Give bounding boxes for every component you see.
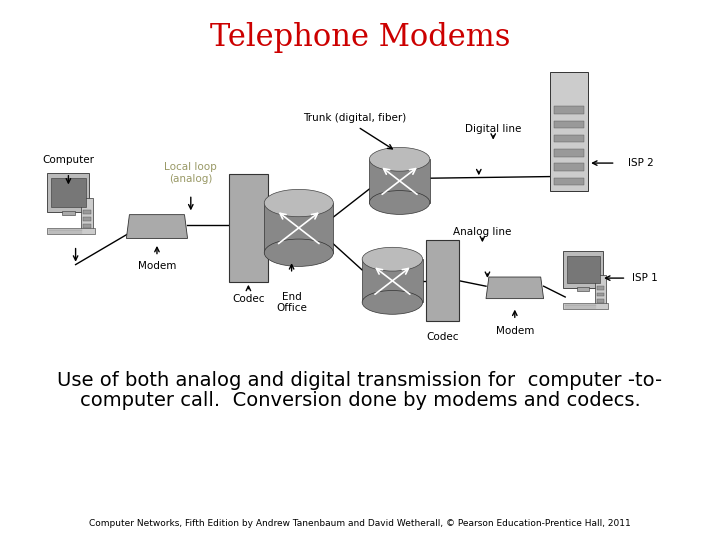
Bar [567, 256, 600, 283]
Bar [228, 174, 268, 282]
Bar [362, 259, 423, 302]
Text: Digital line: Digital line [465, 124, 521, 134]
Text: Telephone Modems: Telephone Modems [210, 22, 510, 53]
Bar [550, 72, 588, 191]
Bar [577, 287, 589, 291]
Bar [554, 135, 584, 143]
Bar [563, 252, 603, 288]
Text: Computer: Computer [42, 154, 94, 165]
Text: Modem: Modem [495, 326, 534, 336]
Bar [554, 164, 584, 171]
Ellipse shape [369, 191, 430, 214]
Bar [595, 275, 606, 306]
Bar [47, 228, 95, 234]
Bar [554, 178, 584, 185]
Text: Computer Networks, Fifth Edition by Andrew Tanenbaum and David Wetherall, © Pear: Computer Networks, Fifth Edition by Andr… [89, 519, 631, 528]
Text: computer call.  Conversion done by modems and codecs.: computer call. Conversion done by modems… [80, 391, 640, 410]
Text: End
Office: End Office [276, 292, 307, 313]
Bar [81, 198, 93, 231]
Ellipse shape [362, 247, 423, 271]
Text: Local loop
(analog): Local loop (analog) [164, 162, 217, 184]
Ellipse shape [264, 239, 333, 266]
Bar [554, 106, 584, 114]
Bar [597, 286, 605, 289]
Text: ISP 2: ISP 2 [628, 158, 654, 168]
Text: Trunk (digital, fiber): Trunk (digital, fiber) [303, 112, 407, 123]
Ellipse shape [369, 147, 430, 171]
Ellipse shape [362, 291, 423, 314]
Bar [48, 173, 89, 212]
Bar [83, 224, 91, 228]
Polygon shape [127, 215, 187, 239]
Bar [554, 121, 584, 128]
Text: Codec: Codec [232, 294, 265, 304]
Bar [369, 159, 430, 202]
Text: Modem: Modem [138, 261, 176, 271]
Bar [83, 217, 91, 221]
Bar [51, 178, 86, 207]
Bar [597, 293, 605, 296]
Bar [554, 149, 584, 157]
Bar [264, 203, 333, 253]
Text: Use of both analog and digital transmission for  computer -to-: Use of both analog and digital transmiss… [58, 371, 662, 390]
Ellipse shape [264, 190, 333, 217]
Bar [426, 240, 459, 321]
Polygon shape [486, 277, 544, 299]
Bar [83, 210, 91, 214]
Text: Analog line: Analog line [453, 226, 512, 237]
Text: ISP 1: ISP 1 [632, 273, 658, 283]
Text: Codec: Codec [426, 332, 459, 342]
Bar [62, 211, 75, 215]
Bar [562, 303, 608, 309]
Bar [597, 300, 605, 303]
